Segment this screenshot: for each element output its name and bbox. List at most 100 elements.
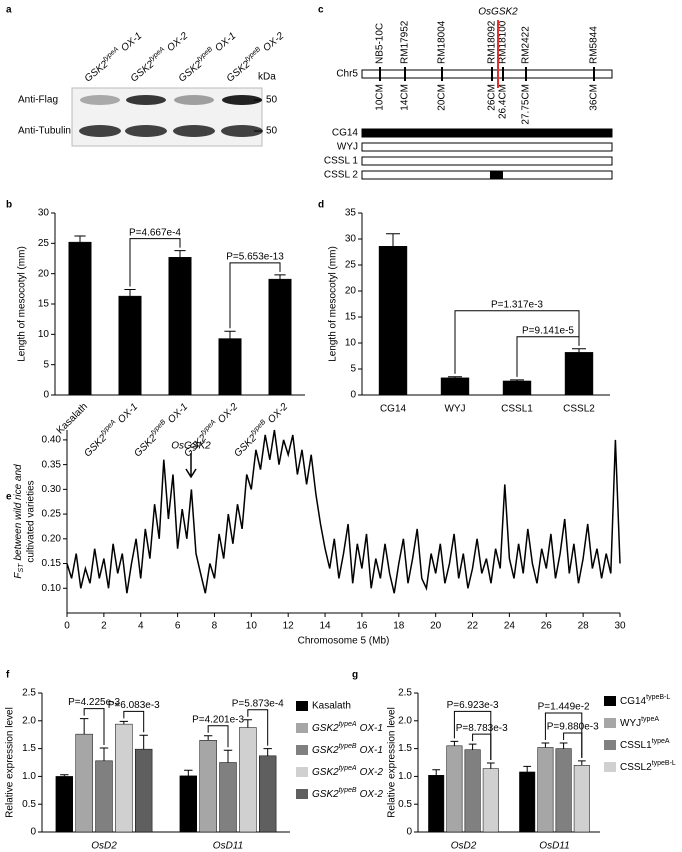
x-tick-label: OsD11 <box>539 841 569 852</box>
text-part: F <box>13 572 24 579</box>
text-part: OX-1 <box>360 723 383 734</box>
y-tick-label: 0.30 <box>42 484 62 495</box>
legend-label: CSSL1typeA <box>620 738 670 750</box>
bar <box>218 338 242 396</box>
y-tick-label: 35 <box>345 208 357 219</box>
legend-label: CG14typeB-L <box>620 694 670 706</box>
error-bar <box>99 747 109 761</box>
band <box>173 125 215 137</box>
text-part: typeA <box>100 419 118 437</box>
bar <box>464 749 481 833</box>
fst-line <box>66 429 621 594</box>
marker-label: 50 <box>266 95 278 106</box>
y-tick-label: 25 <box>345 260 357 271</box>
error-bar <box>223 749 233 763</box>
error-bar <box>510 379 524 381</box>
y-tick-label: 1.5 <box>22 743 36 754</box>
x-tick-label: 10 <box>246 621 258 632</box>
error-bar <box>119 720 129 725</box>
significance-bracket <box>472 733 492 761</box>
y-tick-label: 0 <box>350 390 356 401</box>
text-part: OX-2 <box>360 767 384 778</box>
x-tick-label: CSSL2 <box>563 404 595 415</box>
panel-letter: a <box>6 5 12 16</box>
x-tick-label: OsD2 <box>91 841 117 852</box>
y-tick-label: 0.15 <box>42 558 62 569</box>
text-part: typeB <box>244 46 262 63</box>
significance-bracket <box>207 725 229 748</box>
annotation-arrow <box>185 453 197 479</box>
text-part: OX-2 <box>266 401 291 426</box>
legend-swatch <box>604 762 616 772</box>
error-bar <box>79 718 89 735</box>
legend-swatch <box>604 718 616 728</box>
legend-swatch <box>296 745 308 755</box>
y-axis-label: Relative expression level <box>387 707 398 818</box>
line-name: CG14 <box>332 128 359 139</box>
text-part: typeA <box>200 419 218 437</box>
genotype-bar <box>361 156 613 166</box>
x-tick-label: OsD11 <box>213 841 243 852</box>
y-tick-label: 15 <box>345 312 357 323</box>
error-bar <box>263 748 272 756</box>
text-part: typeA <box>641 716 659 723</box>
y-tick-label: 1.5 <box>398 743 412 754</box>
legend-label: Kasalath <box>312 701 351 712</box>
p-value: P=6.923e-3 <box>447 700 499 711</box>
x-tick-label: GSK2typeAOX-1 <box>81 400 140 459</box>
y-tick-label: 0 <box>43 390 49 401</box>
y-tick-label: 0.10 <box>42 583 62 594</box>
legend-label: CSSL2typeB-L <box>620 760 676 772</box>
error-bar <box>572 348 586 353</box>
bar <box>68 241 92 396</box>
text-part: typeB-L <box>652 760 676 767</box>
marker-position: 26CM <box>487 84 498 111</box>
text-part: typeB <box>339 743 357 750</box>
panel-letter: d <box>318 200 324 211</box>
text-part: typeA <box>102 46 120 63</box>
x-tick-label: 24 <box>504 621 516 632</box>
unit-label: kDa <box>258 72 276 83</box>
p-value: P=5.653e-13 <box>226 252 284 263</box>
chromosome-label: Chr5 <box>336 69 358 80</box>
gene-label: OsGSK2 <box>478 7 518 18</box>
significance-bracket <box>83 708 105 746</box>
text-part: CSSL2 <box>620 762 652 773</box>
band <box>221 125 263 137</box>
x-tick-label: WYJ <box>444 404 465 415</box>
text-part: WYJ <box>620 718 641 729</box>
significance-bracket <box>123 710 145 733</box>
error-bar <box>60 774 69 777</box>
text-part: CSSL1 <box>620 740 652 751</box>
error-bar <box>184 769 193 776</box>
marker-position: 10CM <box>375 84 386 111</box>
y-tick-label: 5 <box>350 364 356 375</box>
bar <box>428 775 445 833</box>
x-tick-label: 22 <box>467 621 479 632</box>
bar <box>179 775 198 833</box>
bar <box>573 765 590 833</box>
text-part: OX-2 <box>216 401 241 426</box>
band <box>126 95 166 105</box>
text-part: typeA <box>148 46 166 63</box>
x-tick-label: 30 <box>614 621 626 632</box>
x-tick-label: 18 <box>393 621 405 632</box>
genotype-bar <box>361 142 613 152</box>
marker-name: RM5844 <box>589 26 600 64</box>
line-name: WYJ <box>337 142 358 153</box>
bar <box>502 380 532 396</box>
y-axis-label: Length of mesocotyl (mm) <box>328 246 339 362</box>
y-tick-label: 0 <box>406 827 412 838</box>
panel-letter: b <box>6 200 12 211</box>
y-tick-label: 5 <box>43 359 49 370</box>
y-tick-label: 0.5 <box>398 799 412 810</box>
p-value: P=4.201e-3 <box>192 714 244 725</box>
x-tick-label: CSSL1 <box>501 404 533 415</box>
x-tick-label: 28 <box>578 621 590 632</box>
panel-letter: f <box>6 670 10 681</box>
text-part: between wild rice and <box>13 464 24 561</box>
error-bar <box>468 743 477 750</box>
significance-bracket <box>516 336 580 377</box>
bar <box>219 762 237 833</box>
